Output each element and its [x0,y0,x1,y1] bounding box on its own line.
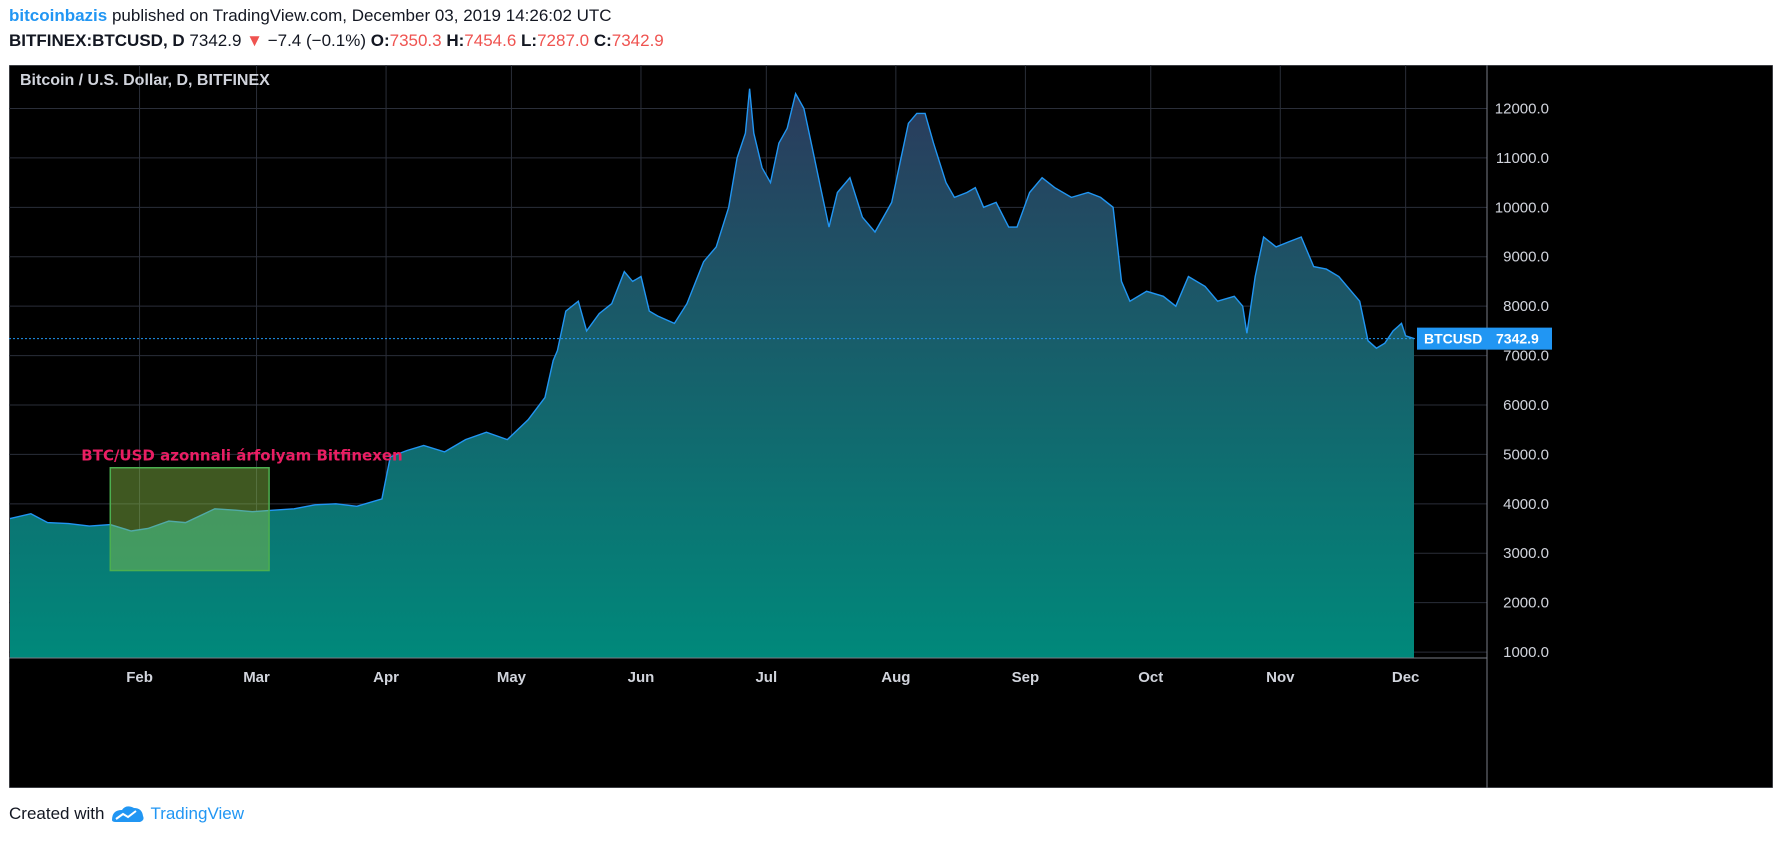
x-tick-label: Apr [373,669,399,686]
y-tick-label: 7000.0 [1503,348,1549,365]
y-tick-label: 12000.0 [1495,100,1549,117]
published-text: published on TradingView.com, December 0… [111,6,612,25]
annotation-text: BTC/USD azonnali árfolyam Bitfinexen [81,447,402,465]
change-value: −7.4 (−0.1%) [267,31,366,50]
x-tick-label: Mar [243,669,270,686]
high-value: 7454.6 [464,31,517,50]
open-value: 7350.3 [389,31,442,50]
y-tick-label: 3000.0 [1503,545,1549,562]
author-link[interactable]: bitcoinbazis [9,6,108,25]
price-axis[interactable]: 1000.0 2000.0 3000.0 4000.0 5000.0 6000.0 7000… [1495,100,1549,661]
price-area-fill [10,88,1414,658]
ohlc-line: BITFINEX:BTCUSD, D 7342.9 ▼ −7.4 (−0.1%)… [9,31,664,51]
created-with-text: Created with [9,804,105,823]
last-price-tag: BTCUSD 7342.9 [1417,327,1552,350]
x-tick-label: Nov [1266,669,1295,686]
chart-title: Bitcoin / U.S. Dollar, D, BITFINEX [20,72,270,89]
y-tick-label: 5000.0 [1503,446,1549,463]
footer: Created with TradingView [9,804,244,824]
x-tick-label: Jul [755,669,777,686]
down-arrow-icon: ▼ [246,31,263,50]
y-tick-label: 2000.0 [1503,595,1549,612]
last-price-tag-bg [1417,327,1552,350]
x-tick-label: Feb [126,669,153,686]
last-price-symbol: BTCUSD [1424,331,1482,347]
x-tick-label: Dec [1392,669,1420,686]
low-value: 7287.0 [537,31,590,50]
tradingview-brand-link[interactable]: TradingView [150,804,244,823]
x-tick-label: Aug [881,669,910,686]
y-tick-label: 6000.0 [1503,397,1549,414]
price-line [9,88,1415,532]
last-price-value: 7342.9 [1496,331,1539,347]
low-label: L: [521,31,538,50]
open-label: O: [370,31,390,50]
chart-container[interactable]: BTC/USD azonnali árfolyam Bitfinexen Bit… [8,64,1774,793]
close-value: 7342.9 [611,31,664,50]
price-chart[interactable]: BTC/USD azonnali árfolyam Bitfinexen Bit… [8,64,1774,789]
publish-info: bitcoinbazis published on TradingView.co… [9,6,612,26]
y-tick-label: 11000.0 [1496,150,1549,167]
y-tick-label: 9000.0 [1503,249,1549,266]
tradingview-logo-icon [112,806,145,822]
y-tick-label: 10000.0 [1495,199,1549,216]
x-tick-label: May [497,669,527,686]
symbol-label: BITFINEX:BTCUSD, D [9,31,185,50]
y-tick-label: 8000.0 [1503,298,1549,315]
x-tick-label: Oct [1138,669,1163,686]
close-label: C: [593,31,612,50]
y-tick-label: 1000.0 [1503,644,1549,661]
x-tick-label: Sep [1012,669,1040,686]
x-tick-label: Jun [628,669,655,686]
high-label: H: [446,31,465,50]
y-tick-label: 4000.0 [1503,496,1549,513]
annotation-box[interactable] [109,466,270,572]
last-price: 7342.9 [189,31,242,50]
time-axis[interactable]: Feb Mar Apr May Jun Jul Aug Sep Oct Nov Dec [126,669,1419,686]
